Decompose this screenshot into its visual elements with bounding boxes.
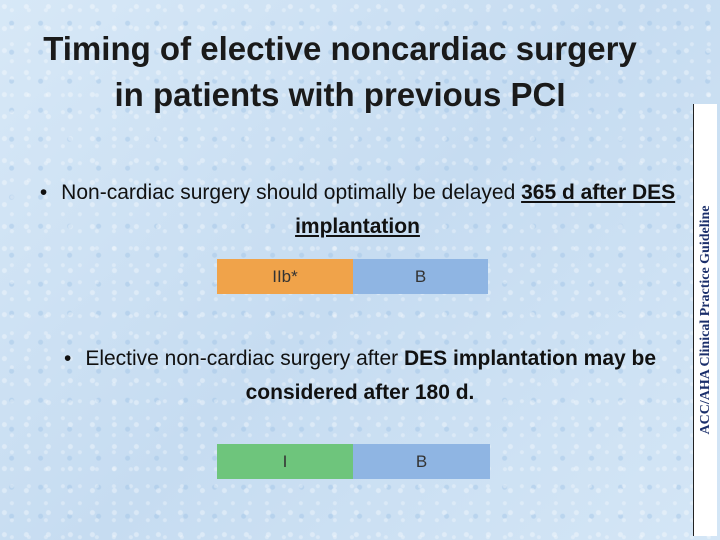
recommendation-bar-1: IIb* B [217, 259, 488, 294]
guideline-sidebar: ACC/AHA Clinical Practice Guideline [693, 104, 717, 536]
class-of-recommendation-cell: I [217, 444, 353, 479]
bullet-1-text: Non-cardiac surgery should optimally be … [61, 181, 516, 204]
bullet-2-text: Elective non-cardiac surgery after [85, 347, 399, 370]
class-of-recommendation-cell: IIb* [217, 259, 353, 294]
sidebar-label: ACC/AHA Clinical Practice Guideline [697, 205, 713, 435]
level-of-evidence-cell: B [353, 259, 488, 294]
bullet-item-1: • Non-cardiac surgery should optimally be… [30, 176, 685, 244]
slide-title: Timing of elective noncardiac surgery in… [20, 26, 660, 118]
level-of-evidence-cell: B [353, 444, 490, 479]
bullet-1-emphasis: 365 d after DES implantation [295, 181, 676, 238]
recommendation-bar-2: I B [217, 444, 490, 479]
bullet-item-2: • Elective non-cardiac surgery after DES … [40, 342, 680, 410]
bullet-dot-icon: • [63, 347, 72, 370]
bullet-dot-icon: • [39, 181, 48, 204]
title-line-2: in patients with previous PCI [114, 76, 566, 113]
bullet-2-emphasis: DES implantation may be considered after… [245, 347, 657, 404]
title-line-1: Timing of elective noncardiac surgery [43, 30, 637, 67]
